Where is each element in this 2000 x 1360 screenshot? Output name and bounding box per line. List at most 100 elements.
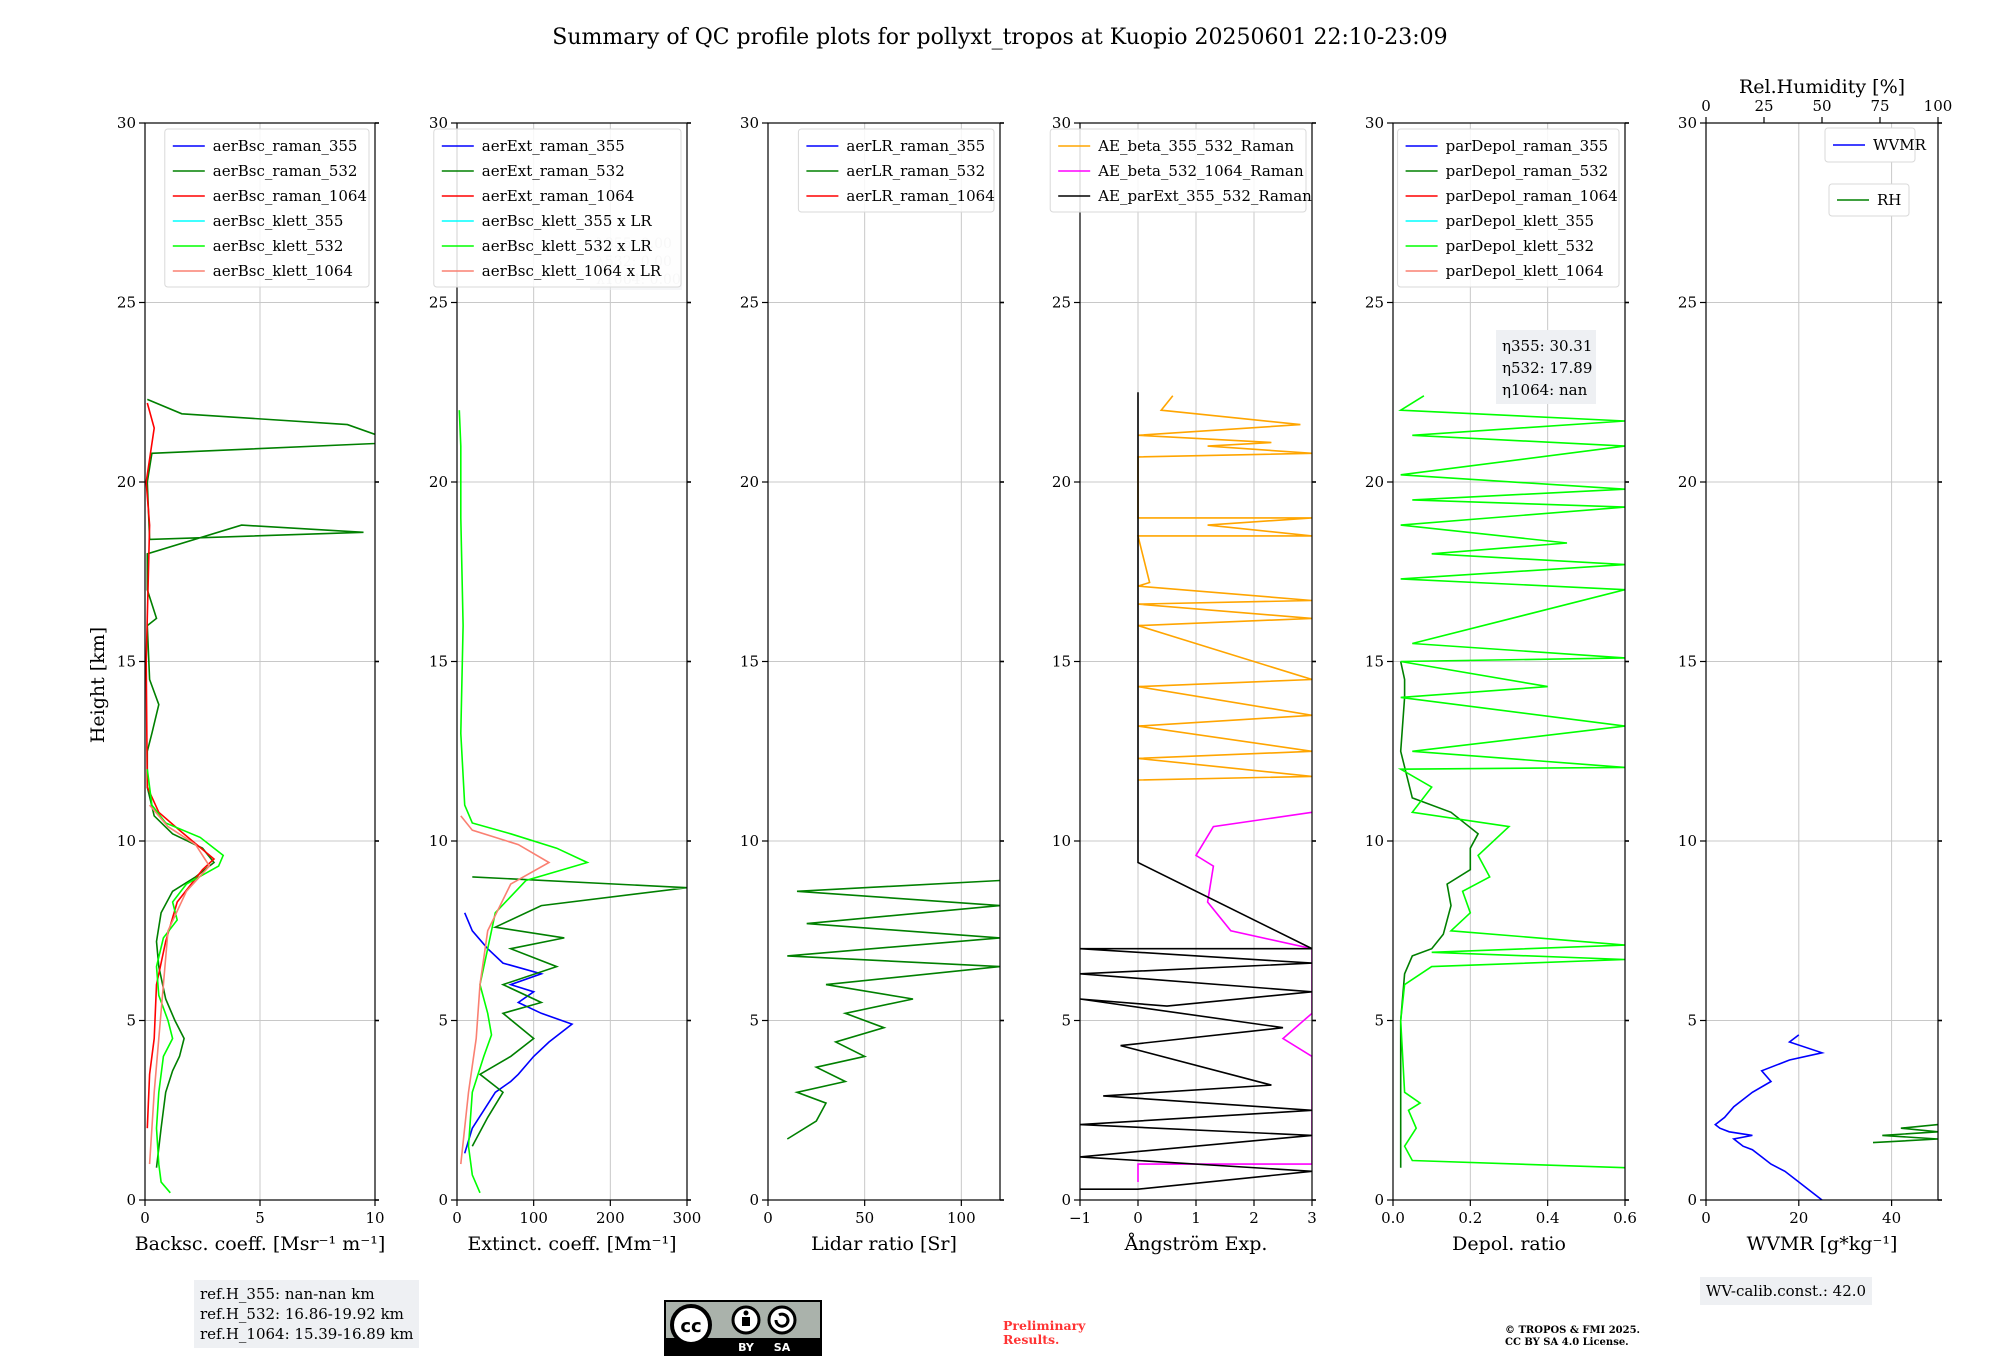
legend-label-aerLR_raman_1064: aerLR_raman_1064: [846, 187, 994, 205]
y-tick-label: 20: [1052, 473, 1071, 491]
x-tick-label: 100: [947, 1209, 976, 1227]
x-axis-label: WVMR [g*kg⁻¹]: [1747, 1233, 1898, 1255]
legend-label-aerExt_raman_532: aerExt_raman_532: [482, 162, 625, 180]
y-tick-label: 5: [126, 1012, 136, 1030]
legend-label: RH: [1877, 191, 1901, 209]
x-tick-label: 0: [140, 1209, 150, 1227]
series-line-AE_beta_355_532_Raman: [1136, 395, 1312, 781]
legend-label-aerBsc_klett_532 x LR: aerBsc_klett_532 x LR: [482, 237, 653, 255]
legend-label-parDepol_raman_1064: parDepol_raman_1064: [1446, 187, 1618, 205]
y-tick-label: 10: [1678, 832, 1697, 850]
panel-2: 0 100 200 300 0 5 10 15 20 25 30 Extinct. coeff. [M…: [429, 114, 701, 1255]
top-x-tick-label: 0: [1701, 97, 1711, 115]
series-line-parDepol_klett_532: [1397, 395, 1625, 1169]
top-x-axis-label: Rel.Humidity [%]: [1739, 76, 1905, 98]
y-tick-label: 10: [740, 832, 759, 850]
y-tick-label: 20: [1365, 473, 1384, 491]
legend-label-aerBsc_klett_355 x LR: aerBsc_klett_355 x LR: [482, 212, 653, 230]
series-line-parDepol_raman_532: [1399, 661, 1480, 1168]
y-tick-label: 0: [1061, 1191, 1071, 1209]
legend-frame: [164, 128, 370, 288]
legend-label-aerBsc_klett_1064 x LR: aerBsc_klett_1064 x LR: [482, 262, 662, 280]
x-tick-label: 10: [365, 1209, 384, 1227]
legend-label-parDepol_raman_355: parDepol_raman_355: [1446, 137, 1609, 155]
y-tick-label: 0: [126, 1191, 136, 1209]
y-tick-label: 15: [1052, 653, 1071, 671]
eta-annotation: η355: 30.31 η532: 17.89 η1064: nan: [1496, 330, 1596, 404]
y-tick-label: 0: [1687, 1191, 1697, 1209]
legend-label-parDepol_klett_355: parDepol_klett_355: [1446, 212, 1595, 230]
preliminary-line-1: Preliminary: [1003, 1318, 1086, 1333]
legend: AE_beta_355_532_Raman AE_beta_532_1064_Ra…: [1049, 128, 1312, 213]
legend-label-parDepol_klett_1064: parDepol_klett_1064: [1446, 262, 1604, 280]
ref-h-532: ref.H_532: 16.86-19.92 km: [200, 1305, 404, 1323]
top-x-tick-label: 25: [1754, 97, 1773, 115]
series-line-aerBsc_klett_1064 x LR: [460, 815, 551, 1165]
badge-by: BY: [738, 1341, 755, 1354]
series-line-aerBsc_klett_532 x LR: [458, 410, 590, 1194]
y-tick-label: 25: [1052, 294, 1071, 312]
series-line-aerBsc_klett_532: [146, 769, 225, 1194]
legend-label-aerBsc_raman_1064: aerBsc_raman_1064: [213, 187, 367, 205]
cc-license-badge: cc BY SA: [664, 1300, 822, 1356]
x-tick-label: 0: [452, 1209, 462, 1227]
eta-text: η355: 30.31: [1502, 337, 1592, 355]
y-tick-label: 30: [740, 114, 759, 132]
ref-h-355: ref.H_355: nan-nan km: [200, 1285, 375, 1303]
x-tick-label: 100: [519, 1209, 548, 1227]
legend-label-aerBsc_raman_355: aerBsc_raman_355: [213, 137, 358, 155]
figure-title: Summary of QC profile plots for pollyxt_…: [552, 25, 1447, 50]
y-tick-label: 5: [1374, 1012, 1384, 1030]
x-axis-label: Extinct. coeff. [Mm⁻¹]: [467, 1233, 676, 1255]
y-tick-label: 5: [749, 1012, 759, 1030]
legend-label-parDepol_klett_532: parDepol_klett_532: [1446, 237, 1595, 255]
cc-icon: [670, 1304, 712, 1346]
y-tick-label: 30: [1365, 114, 1384, 132]
y-tick-label: 25: [740, 294, 759, 312]
legend-frame: [797, 128, 995, 213]
panel-5: 0.0 0.2 0.4 0.6 0 5 10 15 20 25 30 Depol. ratio η355…: [1365, 114, 1637, 1255]
eta-text: η532: 17.89: [1502, 359, 1592, 377]
legend-label-aerBsc_klett_355: aerBsc_klett_355: [213, 212, 344, 230]
x-axis-label: Depol. ratio: [1452, 1233, 1566, 1255]
x-tick-label: −1: [1069, 1209, 1091, 1227]
x-tick-label: 300: [673, 1209, 702, 1227]
legend-WVMR: WVMR: [1824, 127, 1927, 163]
legend-label-aerExt_raman_1064: aerExt_raman_1064: [482, 187, 635, 205]
x-tick-label: 20: [1789, 1209, 1808, 1227]
y-tick-label: 5: [438, 1012, 448, 1030]
legend-label-parDepol_raman_532: parDepol_raman_532: [1446, 162, 1609, 180]
legend: parDepol_raman_355 parDepol_raman_532 parD…: [1397, 128, 1620, 288]
x-tick-label: 0.4: [1536, 1209, 1560, 1227]
y-tick-label: 0: [749, 1191, 759, 1209]
top-x-tick-label: 50: [1812, 97, 1831, 115]
preliminary-line-2: Results.: [1003, 1332, 1060, 1347]
cc-text: cc: [680, 1316, 701, 1337]
x-tick-label: 0.6: [1613, 1209, 1637, 1227]
x-tick-label: 40: [1882, 1209, 1901, 1227]
x-tick-label: 200: [596, 1209, 625, 1227]
copyright-note: © TROPOS & FMI 2025. CC BY SA 4.0 Licens…: [1505, 1325, 1640, 1349]
y-tick-label: 5: [1061, 1012, 1071, 1030]
series-line-aerBsc_klett_1064: [148, 804, 211, 1165]
y-tick-label: 15: [117, 653, 136, 671]
y-tick-label: 0: [438, 1191, 448, 1209]
preliminary-note: Preliminary Results.: [1003, 1319, 1085, 1347]
copyright-line-1: © TROPOS & FMI 2025.: [1505, 1325, 1641, 1336]
legend-label-aerLR_raman_532: aerLR_raman_532: [846, 162, 985, 180]
legend-label-aerBsc_klett_1064: aerBsc_klett_1064: [213, 262, 353, 280]
panel-1: 0 5 10 0 5 10 15 20 25 30 Backsc. coeff. [Msr⁻¹ m⁻…: [117, 114, 385, 1255]
legend-label-AE_beta_532_1064_Raman: AE_beta_532_1064_Raman: [1097, 162, 1304, 180]
series-line-WVMR: [1713, 1034, 1826, 1200]
y-tick-label: 10: [429, 832, 448, 850]
y-tick-label: 15: [740, 653, 759, 671]
x-tick-label: 50: [855, 1209, 874, 1227]
x-tick-label: 0: [1701, 1209, 1711, 1227]
wv-calib-const: WV-calib.const.: 42.0: [1706, 1282, 1867, 1300]
legend: aerBsc_raman_355 aerBsc_raman_532 aerBsc_r…: [164, 128, 370, 288]
legend-RH: RH: [1828, 183, 1910, 217]
y-tick-label: 25: [1365, 294, 1384, 312]
